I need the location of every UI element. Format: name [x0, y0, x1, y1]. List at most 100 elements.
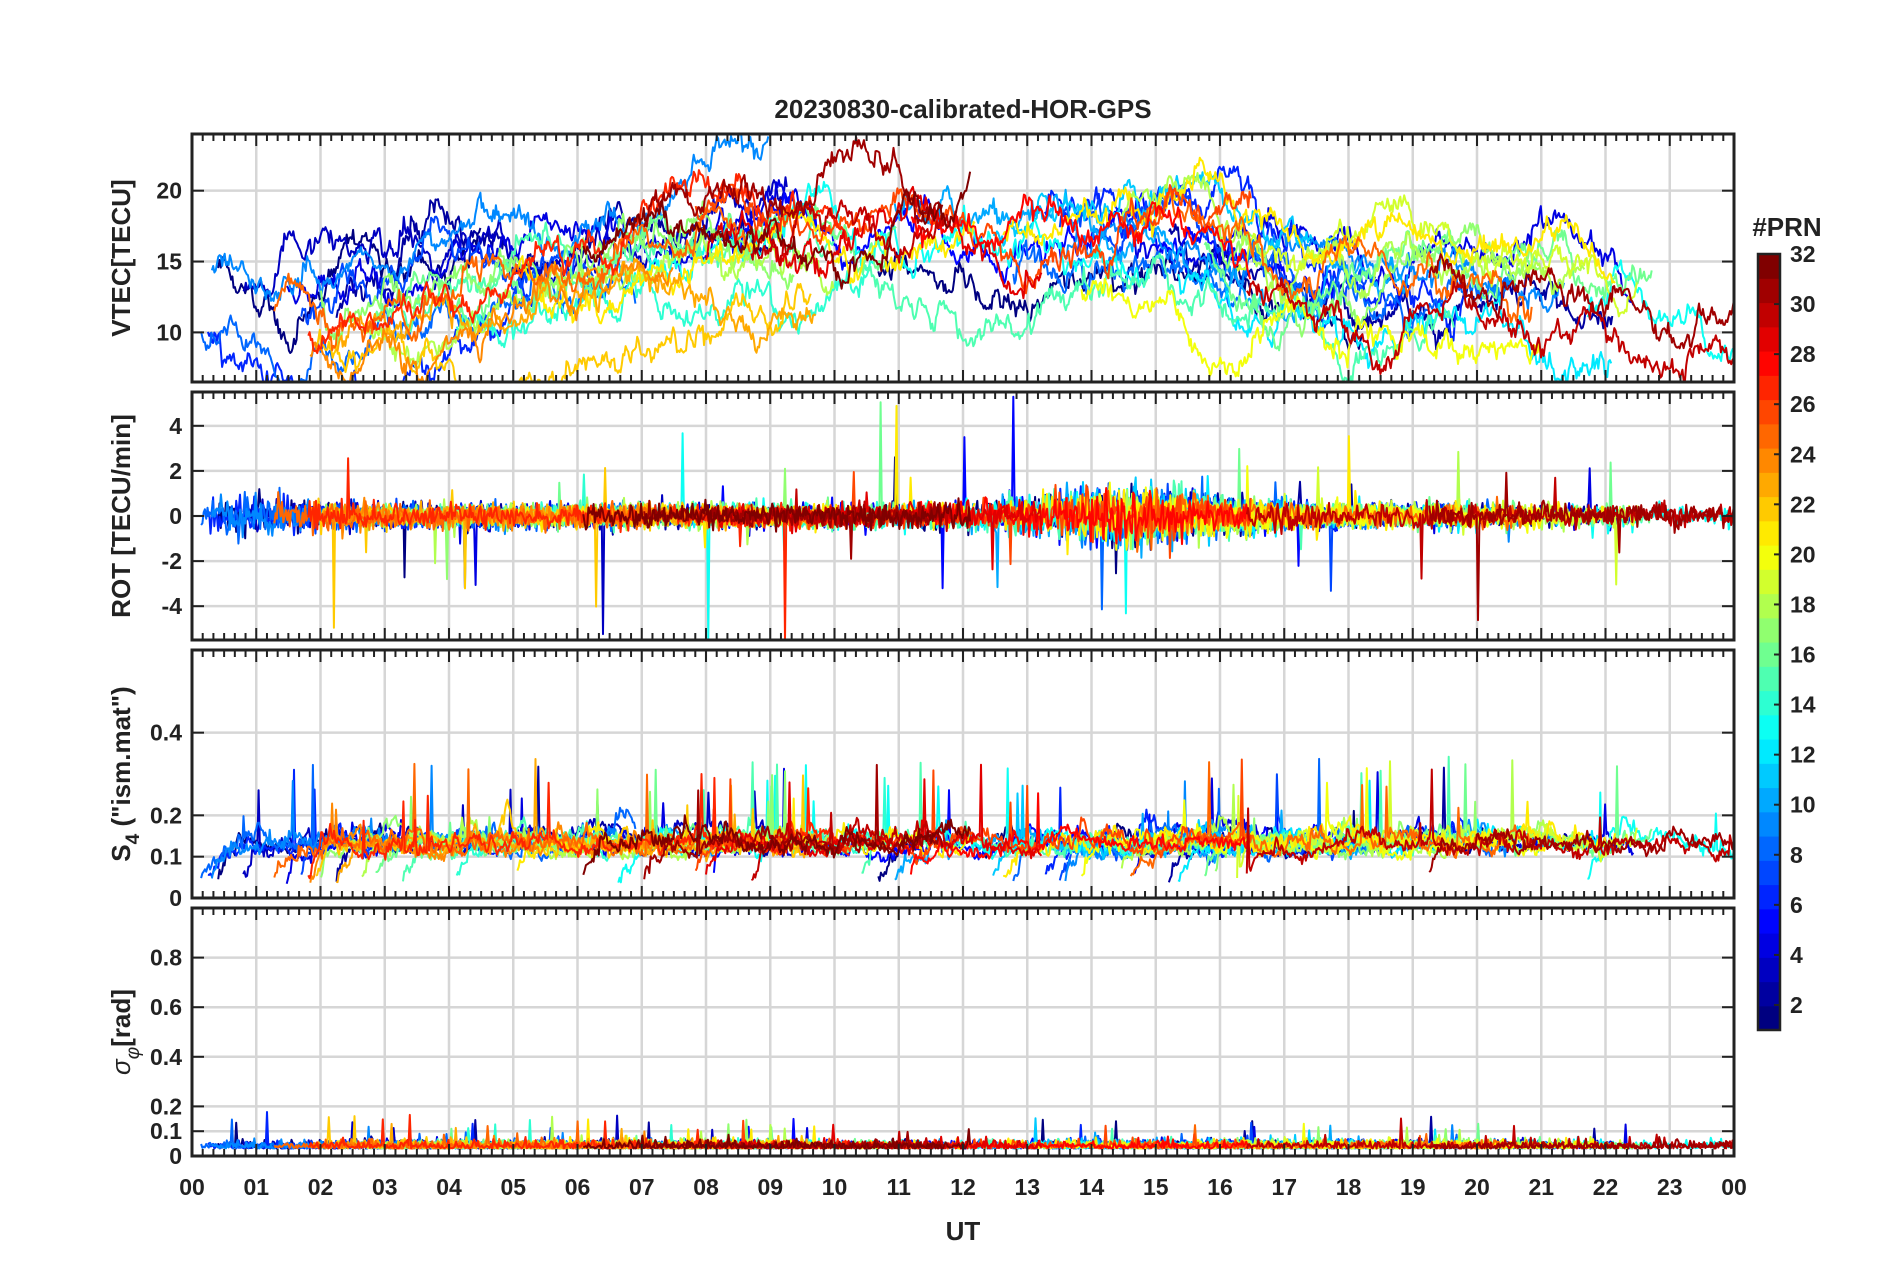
colorbar-tick-label: 32 — [1790, 241, 1816, 267]
y-tick-label: 0 — [169, 1143, 182, 1169]
colorbar-segment — [1758, 545, 1780, 570]
colorbar-segment — [1758, 860, 1780, 886]
ylabel-main: S — [106, 844, 136, 861]
series-prn-28 — [910, 193, 1252, 280]
x-tick-label: 22 — [1593, 1174, 1619, 1200]
colorbar-segment — [1758, 787, 1780, 813]
colorbar-segment — [1758, 666, 1780, 692]
y-tick-label: 0.1 — [150, 844, 182, 870]
x-tick-label: 06 — [565, 1174, 591, 1200]
colorbar-segment — [1758, 593, 1780, 619]
x-tick-label: 00 — [179, 1174, 205, 1200]
colorbar-tick-label: 24 — [1790, 441, 1816, 467]
colorbar-tick-label: 8 — [1790, 842, 1803, 868]
y-tick-label: 15 — [156, 249, 182, 275]
colorbar-segment — [1758, 326, 1780, 352]
series-prn-32 — [582, 814, 972, 876]
colorbar-segment — [1758, 690, 1780, 716]
x-tick-label: 15 — [1143, 1174, 1169, 1200]
series-prn-21 — [1002, 156, 1616, 284]
series-prn-31 — [1428, 253, 1734, 350]
colorbar-segment — [1758, 351, 1780, 376]
series-prn-27 — [307, 169, 850, 355]
ylabel-sub: 4 — [123, 833, 144, 844]
y-tick-label: 0 — [169, 503, 182, 529]
colorbar-tick-label: 10 — [1790, 792, 1816, 818]
ylabel-main: σ — [106, 1058, 136, 1075]
y-tick-label: 20 — [156, 178, 182, 204]
y-tick-label: 0.4 — [150, 720, 182, 746]
y-tick-label: 0.4 — [150, 1044, 182, 1070]
x-tick-label: 10 — [822, 1174, 848, 1200]
x-tick-label: 17 — [1271, 1174, 1297, 1200]
colorbar-frame — [1756, 252, 1782, 1032]
x-tick-label: 04 — [436, 1174, 462, 1200]
colorbar-title: #PRN — [1752, 212, 1821, 242]
series-prn-30 — [751, 811, 952, 881]
colorbar-tick-label: 18 — [1790, 591, 1816, 617]
x-tick-label: 00 — [1721, 1174, 1747, 1200]
colorbar-tick-label: 22 — [1790, 491, 1816, 517]
series-prn-11 — [993, 171, 1313, 250]
axes-box-sigma_phi — [190, 906, 1736, 1158]
series-prn-14 — [455, 237, 891, 349]
series-prn-4 — [285, 179, 814, 308]
colorbar-tick-label: 14 — [1790, 692, 1816, 718]
series-prn-31 — [1428, 825, 1734, 873]
colorbar-segment — [1758, 617, 1780, 643]
colorbar-segment — [1758, 496, 1780, 522]
x-tick-label: 21 — [1528, 1174, 1554, 1200]
colorbar-tick-label: 16 — [1790, 642, 1816, 668]
y-tick-label: 0.2 — [150, 1093, 182, 1119]
colorbar-segment — [1758, 448, 1780, 473]
x-tick-label: 16 — [1207, 1174, 1233, 1200]
colorbar-tick-label: 26 — [1790, 391, 1816, 417]
y-tick-label: -2 — [162, 548, 182, 574]
colorbar-segment — [1758, 981, 1780, 1007]
colorbar-segment — [1758, 569, 1780, 595]
colorbar-tick-label: 2 — [1790, 992, 1803, 1018]
y-tick-label: 0.1 — [150, 1118, 182, 1144]
colorbar-segment — [1758, 957, 1780, 983]
series-prn-18 — [1120, 172, 1586, 305]
colorbar-tick-label: 6 — [1790, 892, 1803, 918]
x-tick-label: 11 — [887, 1174, 912, 1200]
x-tick-label: 03 — [372, 1174, 398, 1200]
x-tick-label: 07 — [629, 1174, 655, 1200]
y-tick-label: 0.8 — [150, 945, 182, 971]
series-prn-2 — [335, 198, 785, 318]
series-prn-31 — [1428, 1136, 1734, 1150]
y-axis-label-rot: ROT [TECU/min] — [106, 414, 136, 618]
series-prn-31 — [643, 136, 944, 228]
series-prn-32 — [582, 1128, 972, 1150]
y-axis-label-vtec: VTEC[TECU] — [106, 179, 136, 336]
y-tick-label: 0.2 — [150, 802, 182, 828]
x-tick-label: 23 — [1657, 1174, 1683, 1200]
x-axis-label: UT — [946, 1216, 981, 1246]
panel-vtec: 10 15 20 VTEC[TECU] — [106, 132, 1736, 384]
colorbar-segment — [1758, 642, 1780, 667]
series-prn-29 — [705, 185, 1043, 300]
y-tick-label: 2 — [169, 458, 182, 484]
series-prn-30 — [1245, 476, 1734, 580]
y-tick-label: 10 — [156, 319, 182, 345]
colorbar-segment — [1758, 714, 1780, 740]
ylabel-rest: ("ism.mat") — [106, 686, 136, 833]
axes-box-s4 — [190, 648, 1736, 900]
colorbar-segment — [1758, 302, 1780, 328]
axes-box-rot — [190, 390, 1736, 642]
series-group-sigma_phi — [200, 1111, 1734, 1150]
y-axis-label-s4: S4 ("ism.mat") — [106, 686, 144, 861]
panel-rot: -4 -2 0 2 4 ROT [TECU/min] — [106, 390, 1736, 642]
colorbar-tick-label: 4 — [1790, 942, 1803, 968]
series-group-vtec — [200, 134, 1734, 382]
colorbar-segment — [1758, 811, 1780, 837]
series-prn-32 — [582, 497, 972, 533]
x-tick-label: 01 — [243, 1174, 269, 1200]
y-tick-label: -4 — [162, 593, 183, 619]
series-prn-30 — [1245, 277, 1734, 382]
x-tick-label: 13 — [1014, 1174, 1040, 1200]
colorbar-segment — [1758, 399, 1780, 425]
colorbar-segment — [1758, 472, 1780, 498]
